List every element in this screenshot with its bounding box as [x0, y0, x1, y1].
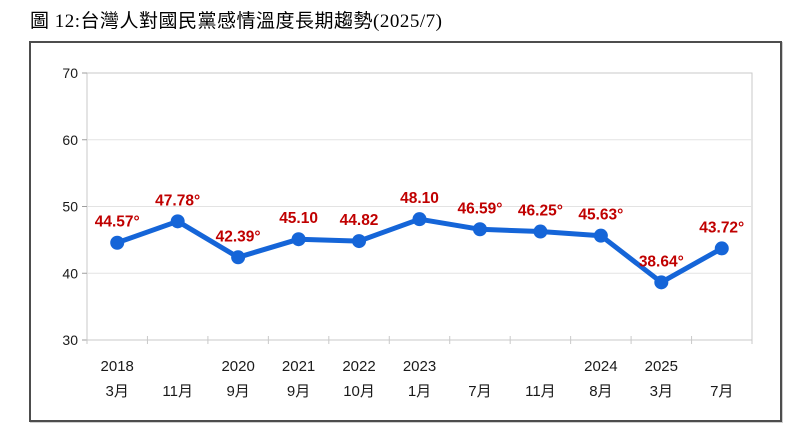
x-axis-year-label: 2020: [221, 358, 254, 375]
data-point: [110, 235, 125, 250]
x-axis-month-label: 8月: [589, 383, 612, 400]
x-axis-month-label: 11月: [525, 383, 556, 400]
data-point-label: 46.59°: [457, 200, 502, 217]
x-axis-month-label: 7月: [468, 383, 491, 400]
data-point-label: 43.72°: [699, 219, 744, 236]
data-point-label: 48.10: [400, 190, 439, 207]
x-axis-month-label: 3月: [106, 383, 129, 400]
data-point: [291, 232, 306, 247]
x-axis-year-label: 2022: [342, 358, 375, 375]
x-axis-year-label: 2021: [282, 358, 315, 375]
y-axis-tick-label: 30: [62, 332, 78, 348]
data-point-label: 45.63°: [578, 207, 623, 224]
y-axis-tick-label: 40: [62, 265, 78, 281]
data-point-label: 46.25°: [518, 203, 563, 220]
data-point: [231, 250, 246, 265]
data-point: [412, 212, 427, 227]
feeling-temperature-line-chart: 30 40 50 60 70 2018 2020 2021 2022 2023 2024 2025 3月…: [62, 65, 753, 400]
data-point: [533, 224, 548, 239]
x-axis-month-label: 10月: [343, 383, 375, 400]
data-point: [654, 275, 669, 290]
y-axis-tick-label: 50: [62, 199, 78, 215]
x-axis-month-label: 11月: [162, 383, 193, 400]
data-point-label: 38.64°: [639, 253, 684, 270]
x-axis-month-label: 3月: [650, 383, 673, 400]
data-point: [472, 222, 487, 237]
data-point: [714, 241, 729, 256]
data-point-label: 44.82: [340, 212, 379, 229]
chart-frame: 30 40 50 60 70 2018 2020 2021 2022 2023 2024 2025 3月…: [29, 41, 782, 422]
data-point: [593, 228, 608, 243]
data-point-label: 45.10: [279, 210, 318, 227]
y-axis-tick-label: 60: [62, 132, 78, 148]
x-axis-year-label: 2024: [584, 358, 617, 375]
x-axis-month-label: 9月: [287, 383, 310, 400]
x-axis-month-label: 7月: [710, 383, 733, 400]
x-axis-year-label: 2018: [101, 358, 134, 375]
x-axis-month-label: 9月: [226, 383, 249, 400]
x-axis-month-label: 1月: [408, 383, 431, 400]
figure-title: 圖 12:台灣人對國民黨感情溫度長期趨勢(2025/7): [30, 11, 443, 32]
data-point: [352, 234, 367, 249]
x-axis-year-label: 2023: [403, 358, 436, 375]
data-point: [170, 214, 185, 229]
data-point-label: 47.78°: [155, 192, 200, 209]
data-point-label: 44.57°: [95, 214, 140, 231]
x-axis-year-label: 2025: [645, 358, 678, 375]
data-point-label: 42.39°: [216, 228, 261, 245]
y-axis-tick-label: 70: [62, 65, 78, 81]
